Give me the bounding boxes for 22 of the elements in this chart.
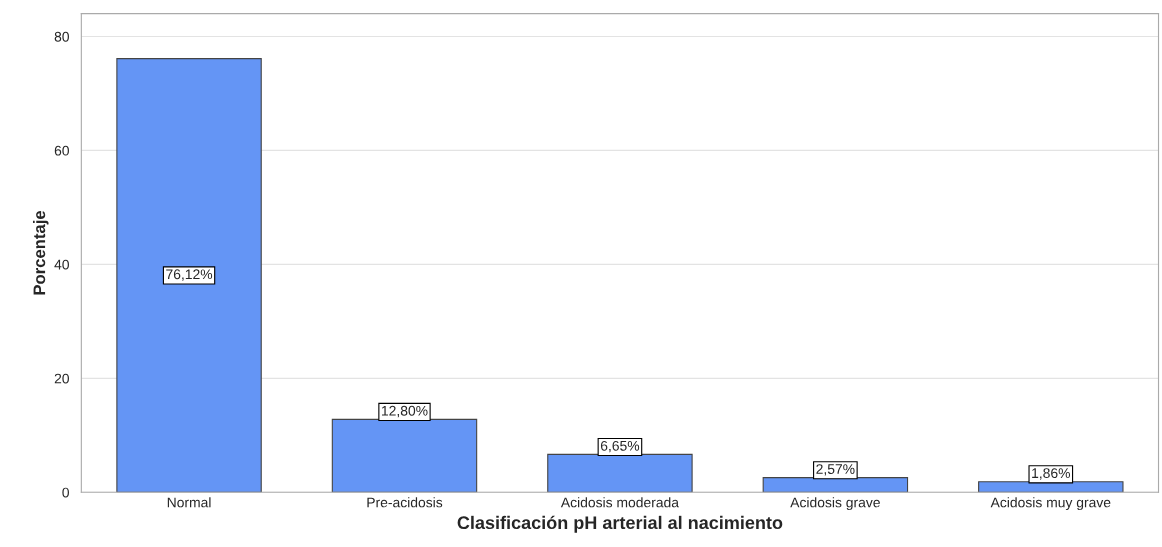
y-tick-label: 20 <box>54 373 69 384</box>
x-tick-label: Normal <box>167 497 211 508</box>
bar <box>762 477 909 493</box>
y-axis-title: Porcentaje <box>33 210 49 295</box>
y-tick-label: 0 <box>62 487 69 498</box>
data-label: 6,65% <box>600 440 640 453</box>
bar <box>331 418 478 493</box>
y-tick-label: 60 <box>54 145 69 156</box>
x-tick-label: Acidosis muy grave <box>990 497 1111 511</box>
x-tick-label: Pre-acidosis <box>367 497 443 508</box>
data-label: 2,57% <box>816 464 855 476</box>
data-label: 76,12% <box>166 269 213 281</box>
data-label: 1,86% <box>1032 468 1070 480</box>
bar <box>978 481 1124 493</box>
data-label: 12,80% <box>382 405 428 418</box>
bar <box>547 453 693 493</box>
x-axis-title: Clasificación pH arterial al nacimiento <box>457 515 783 533</box>
y-tick-label: 40 <box>54 259 69 270</box>
y-tick-label: 80 <box>54 31 69 42</box>
bar <box>116 58 262 493</box>
x-tick-label: Acidosis grave <box>790 497 880 511</box>
x-tick-label: Acidosis moderada <box>560 497 679 508</box>
